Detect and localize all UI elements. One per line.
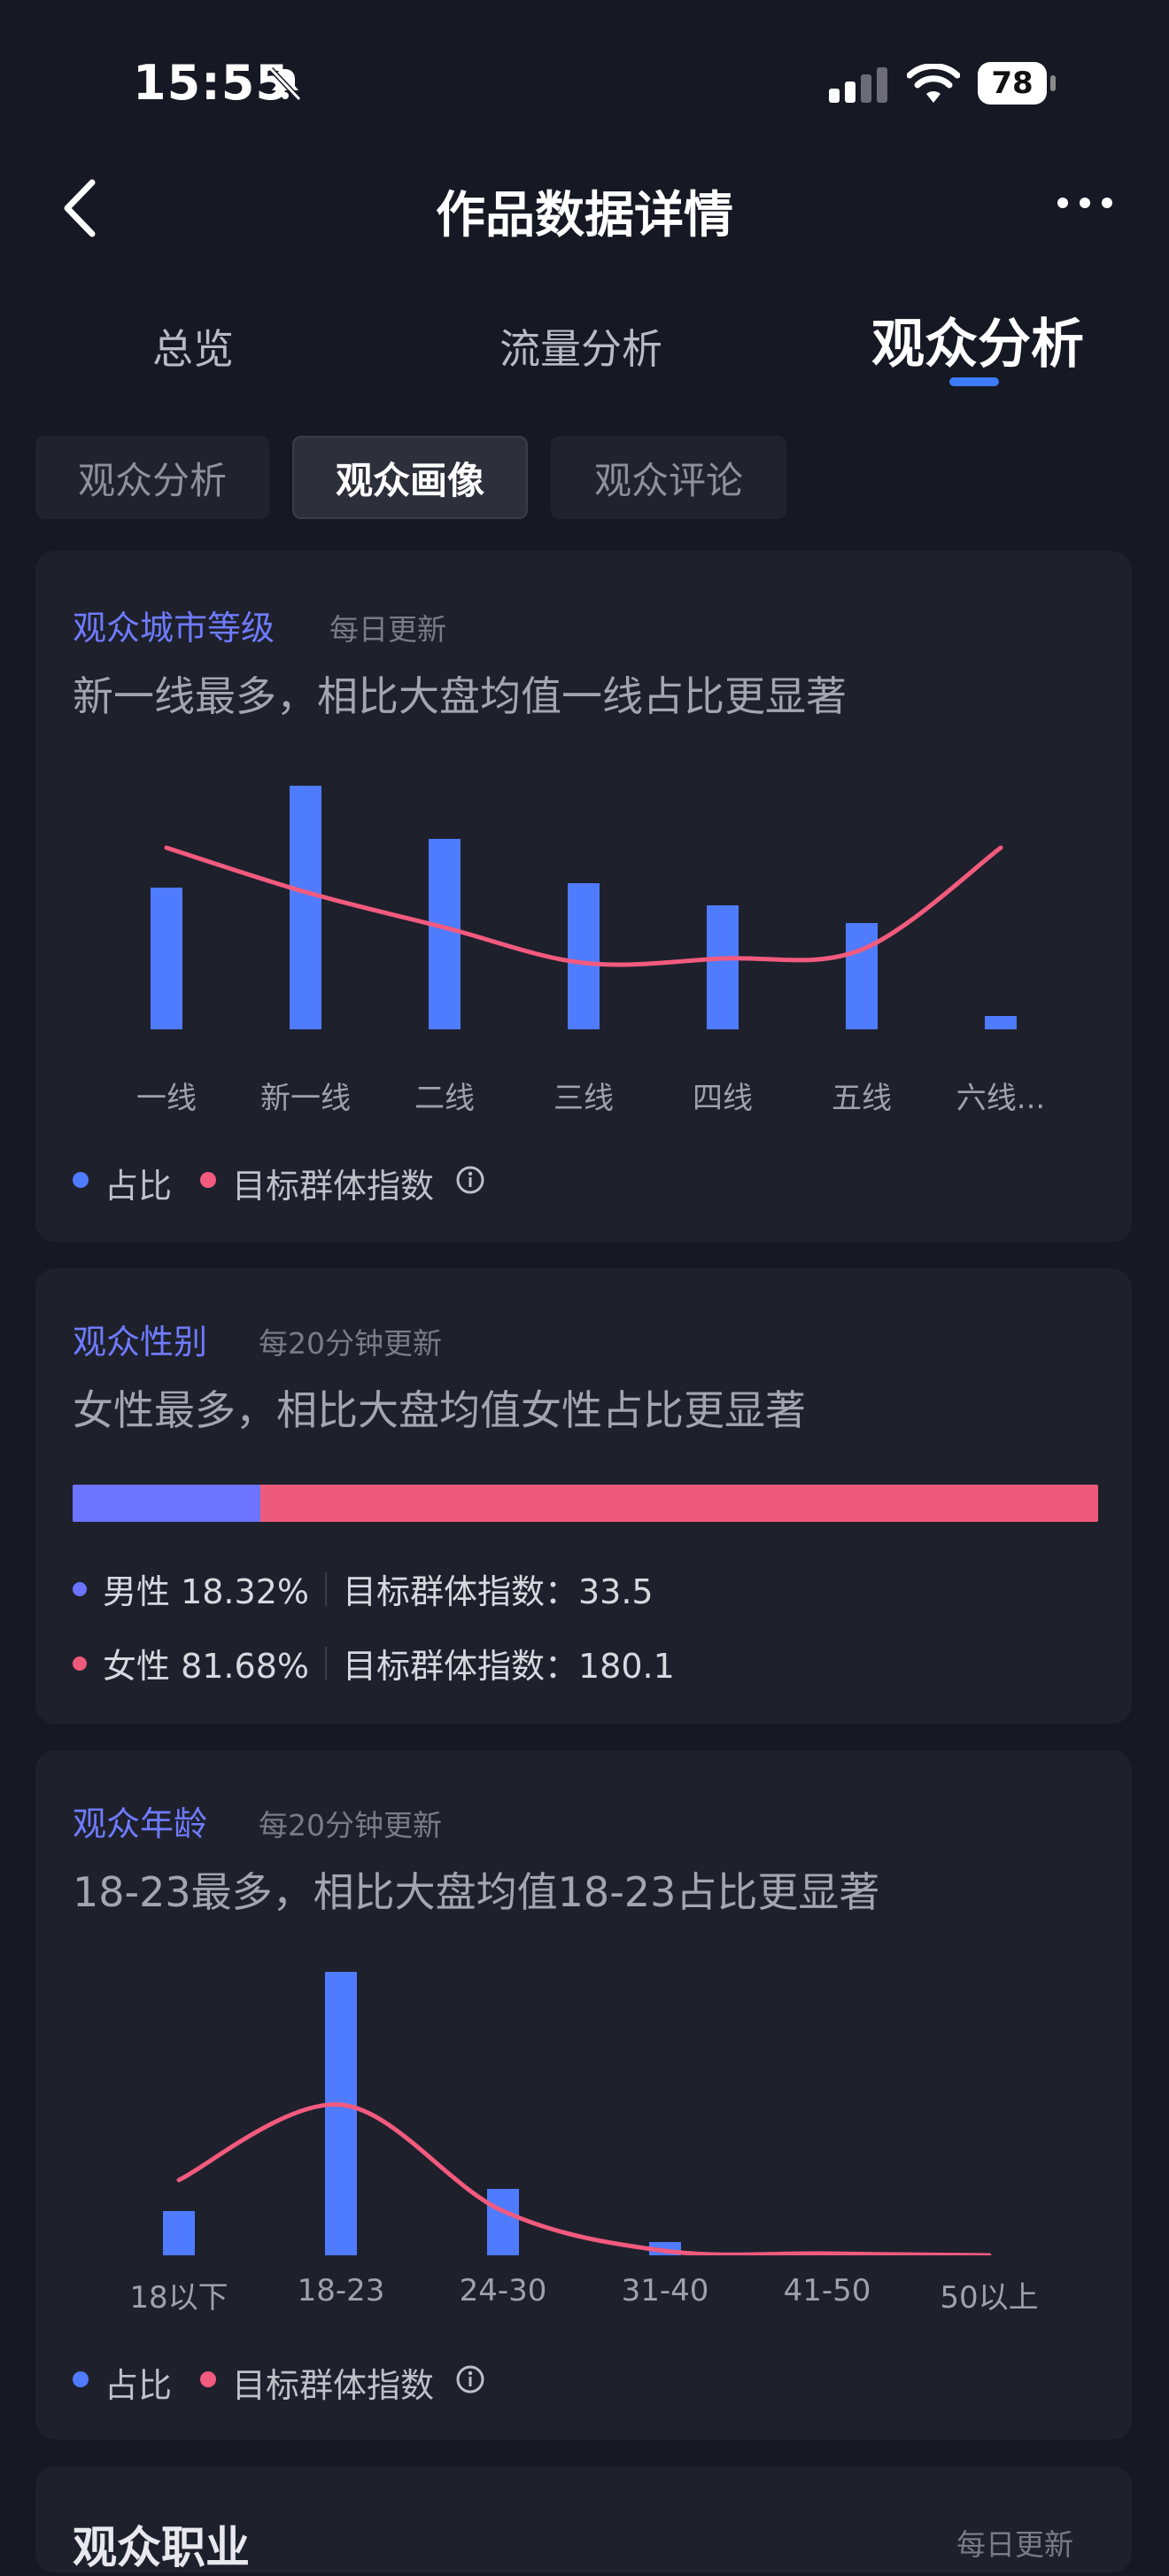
status-time: 15:55	[133, 55, 290, 111]
axis-label: 24-30	[459, 2273, 547, 2308]
index-legend-label: 目标群体指数	[232, 1167, 435, 1206]
share-legend-label: 占比	[105, 2366, 173, 2405]
info-icon[interactable]	[455, 1165, 485, 1195]
card-summary: 新一线最多，相比大盘均值一线占比更显著	[73, 672, 847, 720]
card-summary: 女性最多，相比大盘均值女性占比更显著	[73, 1386, 806, 1434]
male-stat-row: 男性 18.32% 目标群体指数：33.5	[73, 1564, 654, 1613]
card-title: 观众职业	[73, 2522, 250, 2573]
male-index-label: 目标群体指数：33.5	[342, 1572, 654, 1611]
axis-label: 18以下	[129, 2280, 228, 2316]
bar-18-23	[325, 1972, 357, 2255]
male-legend-dot	[73, 1581, 87, 1596]
subtab-audience-analysis[interactable]: 观众分析	[35, 436, 269, 519]
axis-label: 四线	[693, 1081, 753, 1116]
update-frequency: 每日更新	[329, 612, 446, 647]
axis-label: 二线	[414, 1081, 475, 1116]
more-options-icon[interactable]	[1054, 190, 1116, 216]
female-index-label: 目标群体指数：180.1	[342, 1647, 675, 1686]
male-share-fill	[73, 1485, 261, 1522]
axis-label: 18-23	[297, 2273, 385, 2308]
bar-24-30	[487, 2189, 519, 2255]
axis-label: 41-50	[783, 2273, 871, 2308]
gender-split-bar	[73, 1485, 1098, 1522]
axis-label: 新一线	[260, 1081, 351, 1116]
female-share-label: 女性 81.68%	[103, 1647, 309, 1686]
index-line	[176, 2102, 992, 2255]
axis-label: 31-40	[621, 2273, 709, 2308]
age-chart	[163, 1972, 992, 2255]
subtab-audience-profile[interactable]: 观众画像	[292, 436, 528, 519]
tab-overview[interactable]: 总览	[152, 325, 234, 373]
bar-三线	[568, 883, 600, 1029]
male-share-label: 男性 18.32%	[103, 1572, 309, 1611]
bar-二线	[429, 839, 461, 1029]
battery-indicator: 78	[978, 62, 1057, 106]
share-legend-dot	[73, 1172, 89, 1188]
subtab-audience-comments[interactable]: 观众评论	[551, 436, 786, 519]
bar-一线	[151, 888, 182, 1029]
separator	[324, 1571, 327, 1606]
share-legend-label: 占比	[105, 1167, 173, 1206]
card-title: 观众性别	[73, 1323, 208, 1362]
bar-六线...	[985, 1016, 1017, 1029]
bar-四线	[707, 905, 739, 1029]
gender-card: 观众性别 每20分钟更新 女性最多，相比大盘均值女性占比更显著 男性 18.32…	[35, 1269, 1132, 1724]
battery-level: 78	[978, 62, 1047, 105]
update-frequency: 每日更新	[956, 2527, 1073, 2562]
update-frequency: 每20分钟更新	[259, 1808, 442, 1843]
back-arrow-icon[interactable]	[58, 177, 103, 239]
card-title: 观众年龄	[73, 1804, 208, 1843]
cellular-signal-icon	[829, 67, 887, 103]
city-level-chart	[151, 786, 1017, 1029]
bell-muted-icon	[268, 66, 302, 102]
share-legend-dot	[73, 2371, 89, 2387]
tab-active-indicator	[949, 377, 999, 386]
axis-label: 三线	[554, 1081, 614, 1116]
separator	[324, 1646, 327, 1680]
page-title: 作品数据详情	[436, 187, 733, 244]
age-card: 观众年龄 每20分钟更新 18-23最多，相比大盘均值18-23占比更显著 占比…	[35, 1750, 1132, 2440]
bar-五线	[846, 923, 878, 1029]
female-legend-dot	[73, 1656, 87, 1671]
bar-新一线	[290, 786, 321, 1029]
axis-label: 一线	[136, 1081, 197, 1116]
bar-18以下	[163, 2211, 195, 2255]
axis-label: 六线...	[956, 1081, 1046, 1116]
index-legend-label: 目标群体指数	[232, 2366, 435, 2405]
card-title: 观众城市等级	[73, 609, 275, 648]
wifi-icon	[907, 64, 960, 103]
occupation-card: 观众职业 每日更新	[35, 2466, 1132, 2573]
card-summary: 18-23最多，相比大盘均值18-23占比更显著	[73, 1868, 880, 1916]
update-frequency: 每20分钟更新	[259, 1326, 442, 1361]
axis-label: 五线	[832, 1081, 892, 1116]
tab-traffic-analysis[interactable]: 流量分析	[499, 325, 662, 373]
index-line	[164, 845, 1003, 967]
female-stat-row: 女性 81.68% 目标群体指数：180.1	[73, 1639, 675, 1688]
axis-label: 50以上	[940, 2280, 1039, 2316]
battery-tip	[1050, 75, 1056, 91]
index-legend-dot	[200, 2371, 216, 2387]
city-level-card: 观众城市等级 每日更新 新一线最多，相比大盘均值一线占比更显著 占比 目标群体指…	[35, 551, 1132, 1242]
info-icon[interactable]	[455, 2364, 485, 2394]
tab-audience-analysis[interactable]: 观众分析	[871, 314, 1084, 376]
index-legend-dot	[200, 1172, 216, 1188]
